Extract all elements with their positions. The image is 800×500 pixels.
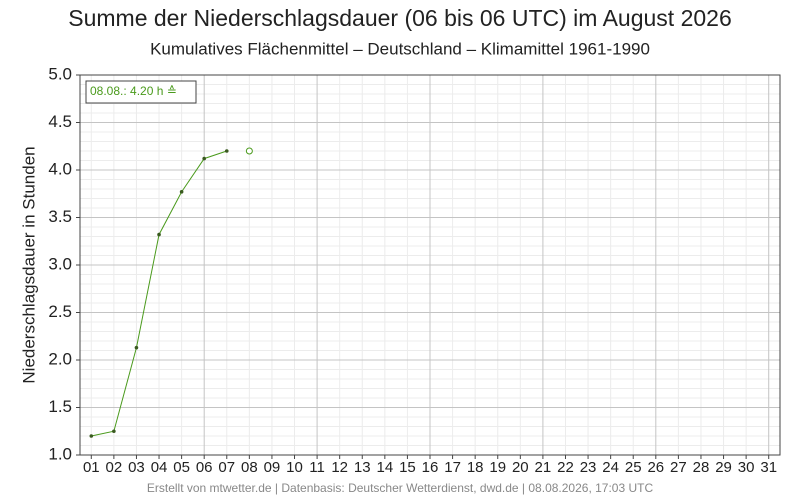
x-tick-label: 19 xyxy=(489,459,506,476)
plot-frame xyxy=(79,74,781,456)
y-tick-label: 3.5 xyxy=(48,207,72,226)
x-tick-label: 04 xyxy=(151,459,168,476)
x-tick-label: 06 xyxy=(196,459,213,476)
x-tick-label: 23 xyxy=(580,459,597,476)
x-tick-label: 27 xyxy=(670,459,687,476)
x-tick-label: 14 xyxy=(376,459,393,476)
x-tick-label: 09 xyxy=(264,459,281,476)
x-tick-label: 16 xyxy=(422,459,439,476)
data-point xyxy=(134,345,139,350)
data-point xyxy=(179,190,184,194)
x-tick-label: 11 xyxy=(309,459,325,476)
x-tick-label: 25 xyxy=(625,459,642,476)
y-tick-label: 5.0 xyxy=(48,64,72,83)
x-tick-label: 01 xyxy=(83,459,100,476)
x-tick-label: 12 xyxy=(331,459,348,476)
x-tick-label: 31 xyxy=(760,459,777,476)
footer: Erstellt von mtwetter.de | Datenbasis: D… xyxy=(147,481,654,495)
data-point xyxy=(157,232,161,237)
data-point xyxy=(202,156,206,161)
x-tick-label: 26 xyxy=(647,459,664,476)
x-tick-label: 07 xyxy=(218,459,235,476)
chart-subtitle: Kumulatives Flächenmittel – Deutschland … xyxy=(150,39,650,58)
x-tick-label: 29 xyxy=(715,459,732,476)
x-tick-label: 30 xyxy=(738,459,755,476)
x-tick-label: 03 xyxy=(128,459,145,476)
annotation-box xyxy=(85,80,197,104)
y-tick-label: 2.5 xyxy=(48,302,72,321)
x-tick-label: 20 xyxy=(512,459,529,476)
x-tick-label: 24 xyxy=(602,459,619,476)
x-tick-label: 10 xyxy=(286,459,303,476)
y-tick-label: 1.5 xyxy=(48,397,72,416)
x-tick-label: 21 xyxy=(535,459,552,476)
x-tick-label: 22 xyxy=(557,459,574,476)
data-point xyxy=(112,429,116,434)
y-tick-label: 4.0 xyxy=(48,159,72,178)
data-point xyxy=(89,434,94,438)
x-tick-label: 05 xyxy=(173,459,190,476)
data-point xyxy=(224,149,229,153)
y-tick-label: 3.0 xyxy=(48,254,72,273)
x-tick-label: 15 xyxy=(399,459,416,476)
current-point xyxy=(245,147,253,155)
y-tick-label: 4.5 xyxy=(48,112,72,131)
x-tick-label: 17 xyxy=(444,459,461,476)
x-tick-label: 02 xyxy=(106,459,123,476)
x-tick-label: 13 xyxy=(354,459,371,476)
chart-title: Summe der Niederschlagsdauer (06 bis 06 … xyxy=(68,5,732,31)
y-tick-label: 1.0 xyxy=(48,444,72,463)
y-axis-label: Niederschlagsdauer in Stunden xyxy=(19,146,38,383)
x-tick-label: 28 xyxy=(693,459,710,476)
x-tick-label: 18 xyxy=(467,459,484,476)
y-tick-label: 2.0 xyxy=(48,349,72,368)
annotation: 08.08.: 4.20 h ≙ xyxy=(90,84,177,98)
x-tick-label: 08 xyxy=(241,459,258,476)
